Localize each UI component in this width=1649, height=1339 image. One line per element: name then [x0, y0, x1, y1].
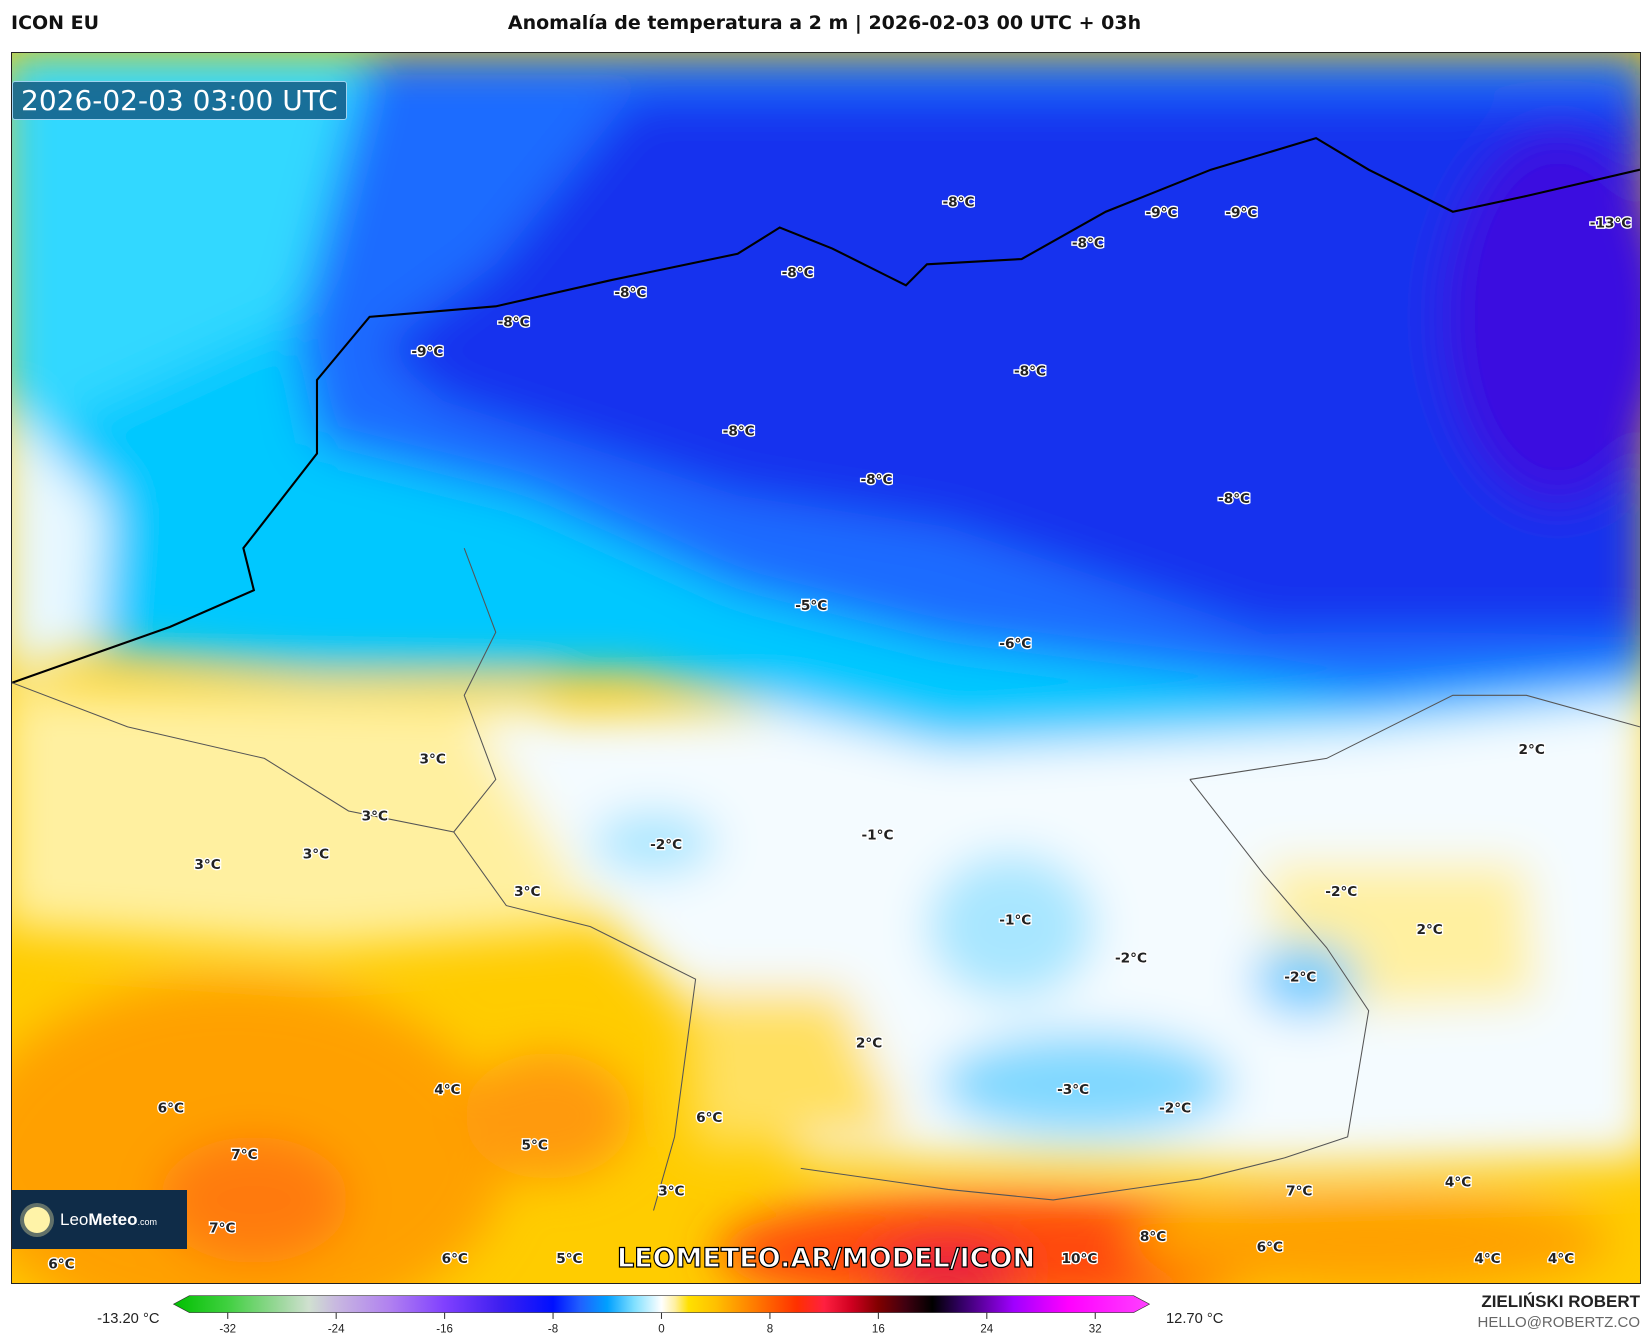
temperature-label: 3°C: [303, 846, 329, 862]
temperature-label: -2°C: [1284, 969, 1316, 985]
temperature-label: -1°C: [999, 913, 1031, 929]
temperature-label: 4°C: [1548, 1251, 1574, 1267]
temperature-label: -6°C: [999, 636, 1031, 652]
temperature-label: 4°C: [434, 1082, 460, 1098]
colorbar-tick-label: -24: [328, 1324, 345, 1336]
temperature-label: -8°C: [1218, 491, 1250, 507]
sun-icon: [24, 1206, 50, 1233]
temperature-label: 3°C: [362, 808, 388, 824]
temperature-label: -9°C: [1145, 205, 1177, 221]
colorbar-max-label: 12.70 °C: [1166, 1311, 1224, 1327]
temperature-label: 4°C: [1474, 1251, 1500, 1267]
map-title: Anomalía de temperatura a 2 m | 2026-02-…: [507, 12, 1142, 34]
temperature-label: -1°C: [862, 827, 894, 843]
temperature-label: -3°C: [1057, 1082, 1089, 1098]
temperature-label: -8°C: [1072, 235, 1104, 251]
temperature-label: -2°C: [1115, 950, 1147, 966]
temperature-label: 3°C: [514, 884, 540, 900]
temperature-labels: -8°C -9°C -9°C -13°C -8°C -8°C -8°C -8°C -9°C -8°…: [47, 193, 1633, 1273]
temperature-label: 7°C: [1286, 1184, 1312, 1200]
temperature-label: 6°C: [696, 1110, 722, 1126]
temperature-label: -8°C: [782, 265, 814, 281]
temperature-label: -9°C: [1225, 205, 1257, 221]
temperature-label: -8°C: [860, 472, 892, 488]
colorbar-tick-label: 0: [658, 1324, 664, 1336]
coastline: [12, 137, 1640, 684]
colorbar-tick-label: 16: [872, 1324, 885, 1336]
temperature-label: 7°C: [209, 1221, 235, 1237]
logo-text: LeoMeteo.com: [60, 1209, 158, 1229]
leometeo-logo: LeoMeteo.com: [12, 1190, 187, 1249]
colorbar-tick-label: -8: [548, 1324, 558, 1336]
temperature-label: 10°C: [1062, 1251, 1098, 1267]
model-name: ICON EU: [11, 12, 100, 34]
map-field: -8°C -9°C -9°C -13°C -8°C -8°C -8°C -8°C -9°C -8°…: [12, 53, 1640, 1283]
temperature-label: 6°C: [1257, 1239, 1283, 1255]
author-email: HELLO@ROBERTZ.CO: [1477, 1314, 1640, 1331]
temperature-label: 5°C: [556, 1251, 582, 1267]
temperature-label: 6°C: [442, 1251, 468, 1267]
temperature-label: -8°C: [942, 194, 974, 210]
temperature-label: 3°C: [658, 1184, 684, 1200]
colorbar-tick-label: 32: [1089, 1324, 1102, 1336]
temperature-label: 2°C: [856, 1036, 882, 1052]
temperature-label: -8°C: [1014, 364, 1046, 380]
temperature-label: 4°C: [1445, 1174, 1471, 1190]
temperature-label: 5°C: [522, 1137, 548, 1153]
temperature-label: 2°C: [1416, 922, 1442, 938]
temperature-label: -8°C: [498, 314, 530, 330]
colorbar-scale: [172, 1295, 1151, 1313]
temperature-label: 7°C: [231, 1147, 257, 1163]
temperature-label: -9°C: [411, 344, 443, 360]
temperature-label: -8°C: [723, 424, 755, 440]
temperature-label: 3°C: [194, 857, 220, 873]
temperature-label: -2°C: [650, 837, 682, 853]
borders: [12, 547, 1640, 1211]
temperature-label: -2°C: [1159, 1101, 1191, 1117]
author-credit: ZIELIŃSKI ROBERT: [1481, 1292, 1640, 1311]
temperature-label: 3°C: [419, 752, 445, 768]
temperature-label: 2°C: [1518, 742, 1544, 758]
watermark: LEOMETEO.AR/MODEL/ICON: [616, 1242, 1036, 1274]
temperature-label: -13°C: [1590, 216, 1632, 232]
colorbar: -32 -24 -16 -8 0 8 16 24 32 -13.20 °C 12.70 °C: [97, 1295, 1224, 1336]
colorbar-tick-label: -32: [219, 1324, 236, 1336]
colorbar-tick-label: -16: [436, 1324, 453, 1336]
temperature-label: -2°C: [1325, 884, 1357, 900]
temperature-label: 6°C: [158, 1101, 184, 1117]
colorbar-min-label: -13.20 °C: [97, 1311, 160, 1327]
valid-time-badge: 2026-02-03 03:00 UTC: [12, 81, 347, 120]
colorbar-tick-label: 24: [980, 1324, 993, 1336]
temperature-label: -5°C: [795, 598, 827, 614]
temperature-label: 6°C: [48, 1256, 74, 1272]
colorbar-tick-label: 8: [767, 1324, 773, 1336]
temperature-label: 8°C: [1140, 1229, 1166, 1245]
temperature-anomaly-map: -8°C -9°C -9°C -13°C -8°C -8°C -8°C -8°C -9°C -8°…: [11, 52, 1641, 1284]
temperature-label: -8°C: [614, 285, 646, 301]
